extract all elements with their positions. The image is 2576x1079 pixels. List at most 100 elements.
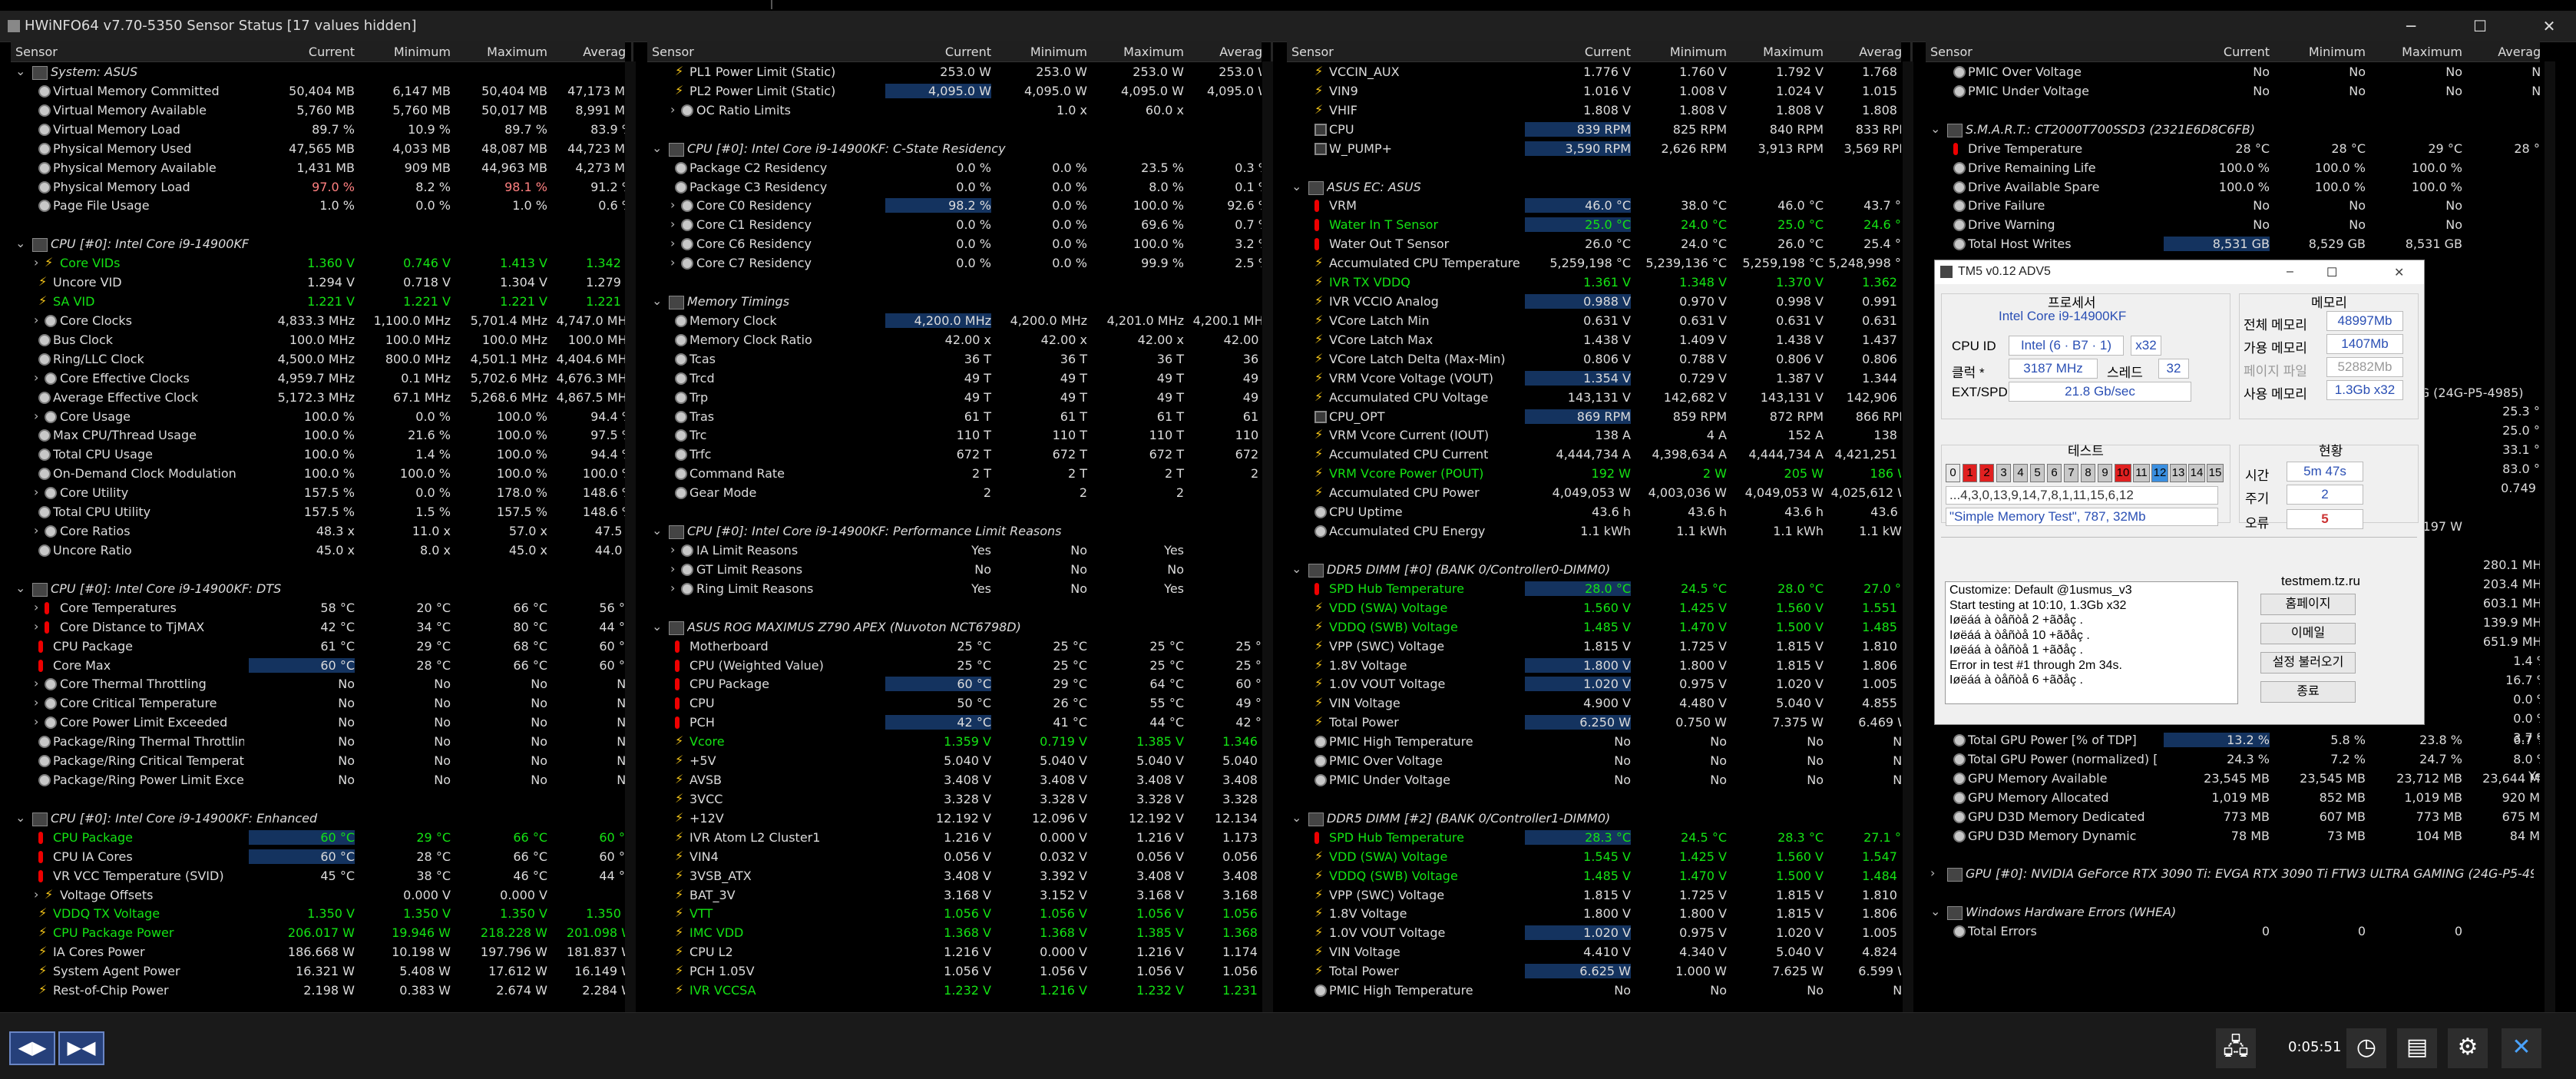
sensor-row[interactable]: CPU 839 RPM 825 RPM 840 RPM 833 RPM	[1287, 121, 1901, 140]
sensor-row[interactable]: PMIC Under Voltage No No No No	[1926, 82, 2540, 101]
sensor-row[interactable]: CPU (Weighted Value) 25 °C 25 °C 25 °C 25 °C	[647, 657, 1262, 676]
sensor-row[interactable]: ⚡ IVR Atom L2 Cluster1 1.216 V 0.000 V 1.216…	[647, 829, 1262, 848]
sensor-row[interactable]: Command Rate 2 T 2 T 2 T 2 T	[647, 465, 1262, 484]
sensor-row[interactable]: ⚡ Total Power 6.250 W 0.750 W 7.375 W 6.469 W	[1287, 713, 1901, 733]
expand-chevron-icon[interactable]: ›	[34, 369, 39, 385]
vertical-scrollbar[interactable]	[1903, 61, 1913, 1012]
sensor-row[interactable]: SPD Hub Temperature 28.0 °C 24.5 °C 28.0 °C…	[1287, 580, 1901, 599]
sensor-row[interactable]: Total CPU Usage 100.0 % 1.4 % 100.0 % 94.4 %	[11, 445, 625, 465]
sensor-row[interactable]: Max CPU/Thread Usage 100.0 % 21.6 % 100.0 %…	[11, 426, 625, 445]
expand-chevron-icon[interactable]: ›	[34, 485, 39, 500]
sensor-group-row[interactable]: ⌄ CPU [#0]: Intel Core i9-14900KF	[11, 235, 625, 254]
sensor-row[interactable]: › IA Limit Reasons Yes No Yes	[647, 541, 1262, 561]
sensor-row[interactable]: ⚡ PCH 1.05V 1.056 V 1.056 V 1.056 V 1.056 V	[647, 962, 1262, 981]
header-current[interactable]: Current	[944, 45, 991, 59]
sensor-row[interactable]: ⚡ Rest-of-Chip Power 2.198 W 0.383 W 2.674 W…	[11, 981, 625, 1001]
sensor-row[interactable]: Tras 61 T 61 T 61 T 61 T	[647, 408, 1262, 427]
header-sensor[interactable]: Sensor	[1291, 45, 1334, 59]
collapse-chevron-icon[interactable]: ⌄	[1930, 904, 1941, 919]
sensor-row[interactable]: Drive Temperature 28 °C 28 °C 29 °C 28 °C	[1926, 140, 2540, 159]
sensor-row[interactable]: Core Max 60 °C 28 °C 66 °C 60 °C	[11, 657, 625, 676]
expand-chevron-icon[interactable]: ›	[34, 676, 39, 691]
sensor-row[interactable]: ⚡ VIN9 1.016 V 1.008 V 1.024 V 1.015 V	[1287, 82, 1901, 101]
sensor-row[interactable]: › Core Utility 157.5 % 0.0 % 178.0 % 148.6 %	[11, 484, 625, 503]
sensor-row[interactable]: ⚡ VPP (SWC) Voltage 1.815 V 1.725 V 1.815 V 1…	[1287, 886, 1901, 905]
sensor-row[interactable]: › OC Ratio Limits 1.0 x 60.0 x	[647, 101, 1262, 121]
sensor-group-row[interactable]: ⌄ DDR5 DIMM [#2] (BANK 0/Controller1-DIMM…	[1287, 809, 1901, 829]
sensor-row[interactable]: ⚡ IVR VCCSA 1.232 V 1.216 V 1.232 V 1.231 V	[647, 981, 1262, 1001]
header-minimum[interactable]: Minimum	[1030, 45, 1087, 59]
sensor-row[interactable]: ⚡ IVR TX VDDQ 1.361 V 1.348 V 1.370 V 1.362 V	[1287, 273, 1901, 293]
sensor-row[interactable]: GPU D3D Memory Dynamic 78 MB 73 MB 104 MB 84…	[1926, 827, 2540, 846]
settings-gear-icon[interactable]: ⚙	[2448, 1028, 2488, 1068]
sensor-row[interactable]: ⚡ Accumulated CPU Temperature 5,259,198 °C…	[1287, 254, 1901, 273]
sensor-row[interactable]: ⚡ VRM Vcore Voltage (VOUT) 1.354 V 0.729 V 1…	[1287, 369, 1901, 389]
sensor-row[interactable]: ⚡ Total Power 6.625 W 1.000 W 7.625 W 6.599 W	[1287, 962, 1901, 981]
email-button[interactable]: 이메일	[2260, 623, 2356, 644]
sensor-row[interactable]: Bus Clock 100.0 MHz 100.0 MHz 100.0 MHz 100.…	[11, 331, 625, 350]
sensor-row[interactable]: SPD Hub Temperature 28.3 °C 24.5 °C 28.3 °C…	[1287, 829, 1901, 848]
sensor-row[interactable]: ⚡ PL2 Power Limit (Static) 4,095.0 W 4,095.…	[647, 82, 1262, 101]
sensor-row[interactable]: Virtual Memory Load 89.7 % 10.9 % 89.7 % 83.…	[11, 121, 625, 140]
sensor-row[interactable]: ⚡ VDD (SWA) Voltage 1.560 V 1.425 V 1.560 V 1…	[1287, 599, 1901, 618]
sensor-row[interactable]: ⚡ SA VID 1.221 V 1.221 V 1.221 V 1.221 V	[11, 293, 625, 312]
sensor-row[interactable]: › GT Limit Reasons No No No	[647, 561, 1262, 580]
sensor-row[interactable]: PCH 42 °C 41 °C 44 °C 42 °C	[647, 713, 1262, 733]
sensor-row[interactable]: ⚡ VIN Voltage 4.410 V 4.340 V 5.040 V 4.824 V	[1287, 943, 1901, 962]
header-maximum[interactable]: Maximum	[1123, 45, 1184, 59]
sensor-row[interactable]: Package/Ring Critical Temperature No No No N…	[11, 752, 625, 771]
collapse-chevron-icon[interactable]: ⌄	[652, 523, 663, 538]
sensor-row[interactable]: CPU Package 60 °C 29 °C 66 °C 60 °C	[11, 829, 625, 848]
expand-chevron-icon[interactable]: ›	[34, 714, 39, 730]
header-maximum[interactable]: Maximum	[487, 45, 547, 59]
sensor-row[interactable]: › Core C6 Residency 0.0 % 0.0 % 100.0 % 3.2 %	[647, 235, 1262, 254]
tm5-close-button[interactable]: ✕	[2394, 266, 2405, 280]
sensor-row[interactable]: GPU Memory Allocated 1,019 MB 852 MB 1,019 …	[1926, 789, 2540, 808]
header-sensor[interactable]: Sensor	[1930, 45, 1973, 59]
sensor-row[interactable]: CPU_OPT 869 RPM 859 RPM 872 RPM 866 RPM	[1287, 408, 1901, 427]
sensor-row[interactable]: Memory Clock Ratio 42.00 x 42.00 x 42.00 x 4…	[647, 331, 1262, 350]
expand-chevron-icon[interactable]: ›	[34, 618, 39, 634]
sensor-group-row[interactable]: ⌄ Windows Hardware Errors (WHEA)	[1926, 903, 2540, 922]
sensor-row[interactable]: ⚡ 1.8V Voltage 1.800 V 1.800 V 1.815 V 1.806 …	[1287, 657, 1901, 676]
sensor-row[interactable]: ⚡ 1.0V VOUT Voltage 1.020 V 0.975 V 1.020 V 1…	[1287, 675, 1901, 694]
sensor-row[interactable]: ⚡ VCCIN_AUX 1.776 V 1.760 V 1.792 V 1.768 V	[1287, 63, 1901, 82]
collapse-chevron-icon[interactable]: ⌄	[652, 293, 663, 309]
sensor-row[interactable]: CPU Uptime 43.6 h 43.6 h 43.6 h 43.6 h	[1287, 503, 1901, 522]
expand-chevron-icon[interactable]: ›	[34, 255, 39, 270]
sensor-row[interactable]: GPU D3D Memory Dedicated 773 MB 607 MB 773 …	[1926, 808, 2540, 827]
expand-chevron-icon[interactable]: ›	[34, 523, 39, 538]
header-sensor[interactable]: Sensor	[652, 45, 694, 59]
sensor-row[interactable]: ⚡ +5V 5.040 V 5.040 V 5.040 V 5.040 V	[647, 752, 1262, 771]
tm5-window[interactable]: TM5 v0.12 ADV5 – ☐ ✕ 프로세서 Intel Core i9-…	[1934, 260, 2425, 725]
load-settings-button[interactable]: 설정 불러오기	[2260, 652, 2356, 674]
maximize-button[interactable]: ☐	[2473, 17, 2487, 35]
collapse-chevron-icon[interactable]: ⌄	[652, 140, 663, 155]
header-current[interactable]: Current	[2223, 45, 2270, 59]
sensor-row[interactable]: Physical Memory Available 1,431 MB 909 MB 4…	[11, 159, 625, 178]
sensor-row[interactable]: Uncore Ratio 45.0 x 8.0 x 45.0 x 44.0 x	[11, 541, 625, 561]
header-average[interactable]: Average	[2498, 45, 2540, 59]
expand-chevron-icon[interactable]: ›	[670, 236, 676, 251]
sensor-row[interactable]: › Core C1 Residency 0.0 % 0.0 % 69.6 % 0.7 %	[647, 216, 1262, 235]
sensor-row[interactable]: Virtual Memory Committed 50,404 MB 6,147 M…	[11, 82, 625, 101]
sensor-row[interactable]: ⚡ PL1 Power Limit (Static) 253.0 W 253.0 W 2…	[647, 63, 1262, 82]
sensor-row[interactable]: ⚡ BAT_3V 3.168 V 3.152 V 3.168 V 3.168 V	[647, 886, 1262, 905]
header-current[interactable]: Current	[1584, 45, 1631, 59]
sensor-row[interactable]: › Core Ratios 48.3 x 11.0 x 57.0 x 47.5 x	[11, 522, 625, 541]
sensor-row[interactable]: ⚡ VCore Latch Delta (Max-Min) 0.806 V 0.788…	[1287, 350, 1901, 369]
sensor-group-row[interactable]: ⌄ CPU [#0]: Intel Core i9-14900KF: Enhanc…	[11, 809, 625, 829]
sensor-group-row[interactable]: ⌄ DDR5 DIMM [#0] (BANK 0/Controller0-DIMM…	[1287, 561, 1901, 580]
sensor-row[interactable]: Drive Failure No No No	[1926, 197, 2540, 216]
test-log[interactable]: Customize: Default @1usmus_v3 Start testi…	[1945, 581, 2238, 704]
expand-chevron-icon[interactable]: ›	[34, 408, 39, 423]
sensor-row[interactable]: Total GPU Power [% of TDP] 13.2 % 5.8 % 23.…	[1926, 731, 2540, 750]
sensor-row[interactable]: VR VCC Temperature (SVID) 45 °C 38 °C 46 °C…	[11, 867, 625, 886]
sensor-row[interactable]: Virtual Memory Available 5,760 MB 5,760 MB…	[11, 101, 625, 121]
sensor-group-row[interactable]: ⌄ System: ASUS	[11, 63, 625, 82]
sensor-row[interactable]: › Ring Limit Reasons Yes No Yes	[647, 580, 1262, 599]
sensor-group-row[interactable]: ⌄ S.M.A.R.T.: CT2000T700SSD3 (2321E6D8C6F…	[1926, 121, 2540, 140]
sensor-row[interactable]: Total Errors0000	[1926, 922, 2540, 942]
collapse-chevron-icon[interactable]: ⌄	[15, 64, 26, 78]
sensor-row[interactable]: Trcd 49 T 49 T 49 T 49 T	[647, 369, 1262, 389]
